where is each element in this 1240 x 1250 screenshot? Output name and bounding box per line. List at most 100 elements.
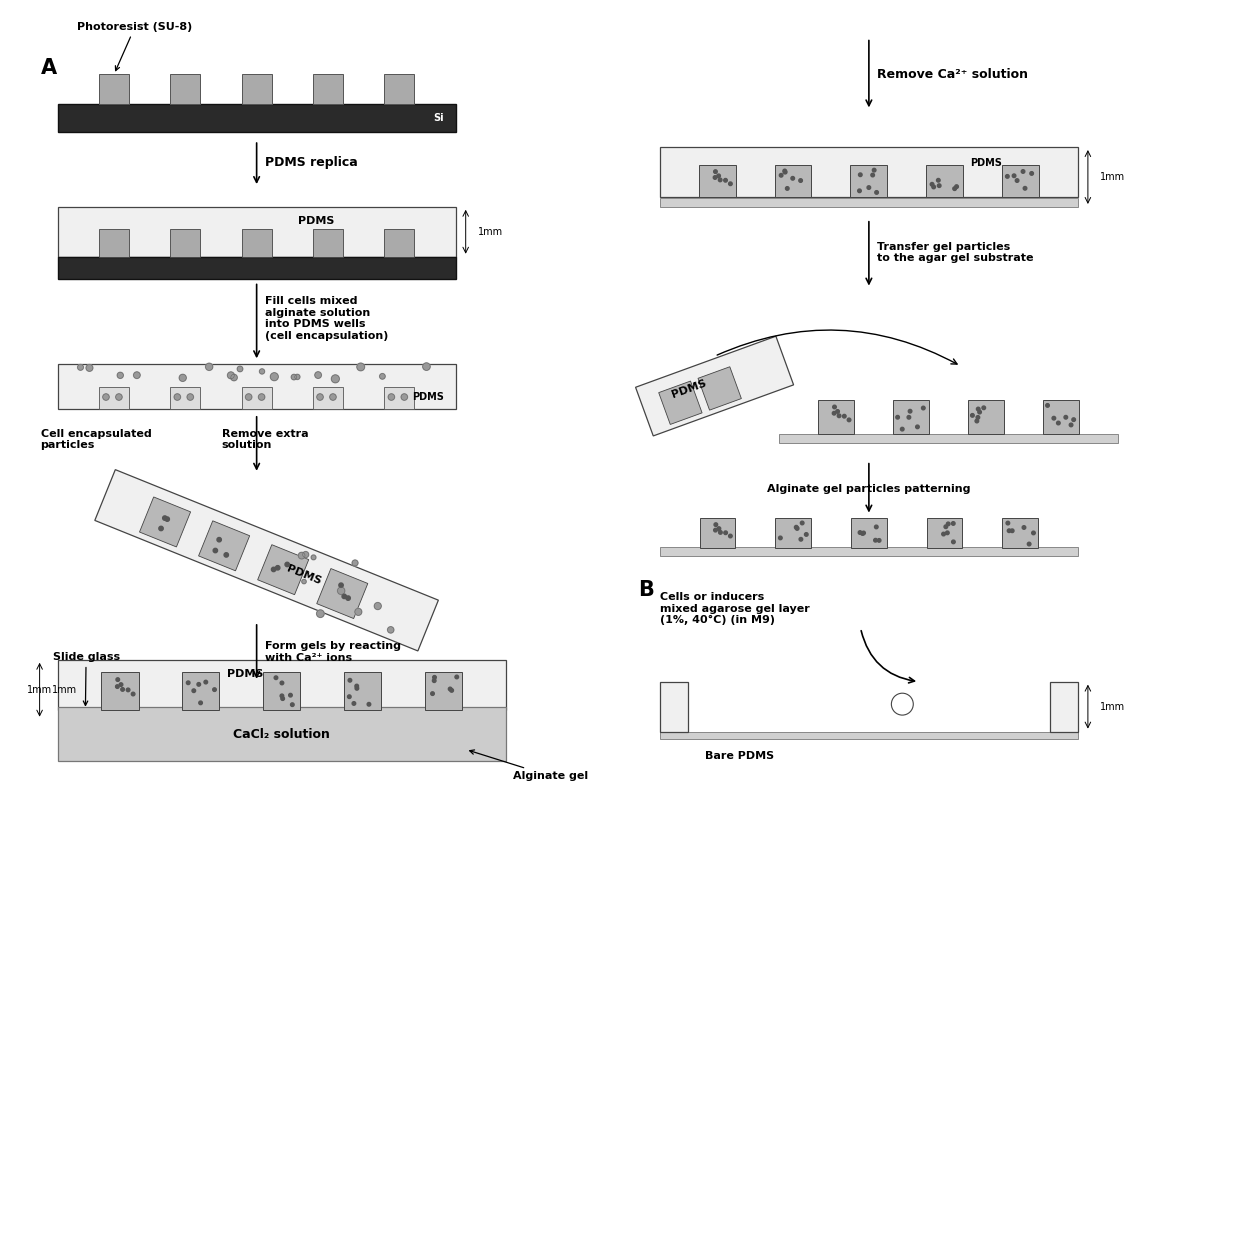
Text: CaCl₂ solution: CaCl₂ solution: [233, 728, 330, 740]
Circle shape: [347, 695, 351, 699]
Circle shape: [1045, 404, 1049, 408]
Circle shape: [258, 394, 265, 400]
Circle shape: [290, 703, 294, 706]
Bar: [699, 165, 735, 198]
Circle shape: [944, 525, 947, 529]
Circle shape: [976, 408, 980, 411]
Circle shape: [870, 174, 874, 176]
Circle shape: [900, 428, 904, 431]
Circle shape: [103, 394, 109, 400]
Circle shape: [134, 372, 140, 379]
Circle shape: [289, 694, 293, 698]
Circle shape: [1022, 170, 1024, 174]
Circle shape: [217, 538, 222, 542]
Bar: [1050, 681, 1078, 731]
Circle shape: [1012, 174, 1016, 178]
Text: Alginate gel particles patterning: Alginate gel particles patterning: [768, 484, 971, 494]
Circle shape: [213, 688, 216, 691]
Circle shape: [272, 568, 275, 571]
Circle shape: [291, 374, 296, 380]
Circle shape: [946, 531, 949, 535]
Circle shape: [367, 703, 371, 706]
Circle shape: [937, 184, 941, 188]
Circle shape: [1028, 542, 1030, 546]
Circle shape: [275, 565, 280, 570]
Bar: [99, 229, 129, 256]
Bar: [926, 165, 963, 198]
Bar: [57, 206, 456, 256]
Circle shape: [346, 596, 351, 600]
Circle shape: [115, 685, 119, 689]
Circle shape: [1071, 418, 1075, 421]
Circle shape: [908, 415, 910, 419]
Circle shape: [280, 694, 284, 698]
Polygon shape: [636, 336, 794, 436]
Circle shape: [800, 521, 804, 525]
Circle shape: [227, 372, 234, 379]
Circle shape: [717, 174, 720, 178]
Circle shape: [908, 410, 911, 412]
Circle shape: [455, 675, 459, 679]
Circle shape: [946, 522, 950, 526]
Circle shape: [1022, 526, 1025, 529]
Text: 1mm: 1mm: [477, 226, 502, 236]
Circle shape: [131, 693, 135, 696]
Circle shape: [847, 418, 851, 421]
Circle shape: [237, 366, 243, 371]
Circle shape: [285, 562, 289, 566]
Circle shape: [357, 362, 365, 371]
Bar: [968, 400, 1004, 434]
Circle shape: [352, 701, 356, 705]
Bar: [660, 198, 1078, 206]
Bar: [242, 229, 272, 256]
Polygon shape: [658, 381, 702, 425]
Circle shape: [1016, 179, 1019, 182]
Circle shape: [126, 688, 130, 691]
Bar: [818, 400, 854, 434]
Circle shape: [120, 688, 124, 691]
Circle shape: [862, 531, 866, 535]
Circle shape: [932, 185, 935, 189]
Circle shape: [449, 688, 451, 691]
Circle shape: [337, 588, 345, 595]
Circle shape: [1056, 421, 1060, 425]
Circle shape: [785, 186, 789, 190]
Circle shape: [86, 365, 93, 371]
Circle shape: [1032, 531, 1035, 535]
Bar: [57, 706, 506, 761]
Circle shape: [833, 405, 836, 409]
Bar: [660, 148, 1078, 198]
Circle shape: [878, 539, 880, 542]
Circle shape: [119, 682, 123, 686]
Circle shape: [259, 369, 264, 374]
Bar: [57, 660, 506, 710]
Circle shape: [799, 538, 802, 541]
Text: B: B: [637, 580, 653, 600]
Text: Si: Si: [433, 114, 444, 124]
Circle shape: [330, 394, 336, 400]
Circle shape: [951, 521, 955, 525]
Circle shape: [724, 531, 728, 535]
Bar: [660, 548, 1078, 556]
Bar: [779, 434, 1117, 442]
Text: 1mm: 1mm: [1100, 701, 1125, 711]
Circle shape: [348, 679, 352, 682]
Circle shape: [1011, 529, 1014, 532]
Circle shape: [311, 555, 316, 560]
Circle shape: [186, 681, 190, 685]
Bar: [57, 364, 456, 409]
Text: A: A: [41, 58, 57, 78]
Bar: [384, 229, 414, 256]
Circle shape: [779, 536, 782, 540]
Text: PDMS replica: PDMS replica: [264, 155, 357, 169]
Circle shape: [197, 682, 201, 686]
Bar: [312, 386, 343, 409]
Text: PDMS: PDMS: [412, 392, 444, 402]
Circle shape: [165, 518, 170, 521]
Circle shape: [952, 186, 956, 190]
Bar: [1002, 519, 1038, 549]
Circle shape: [192, 689, 196, 692]
Circle shape: [213, 549, 217, 552]
Bar: [926, 519, 962, 549]
Bar: [775, 519, 811, 549]
